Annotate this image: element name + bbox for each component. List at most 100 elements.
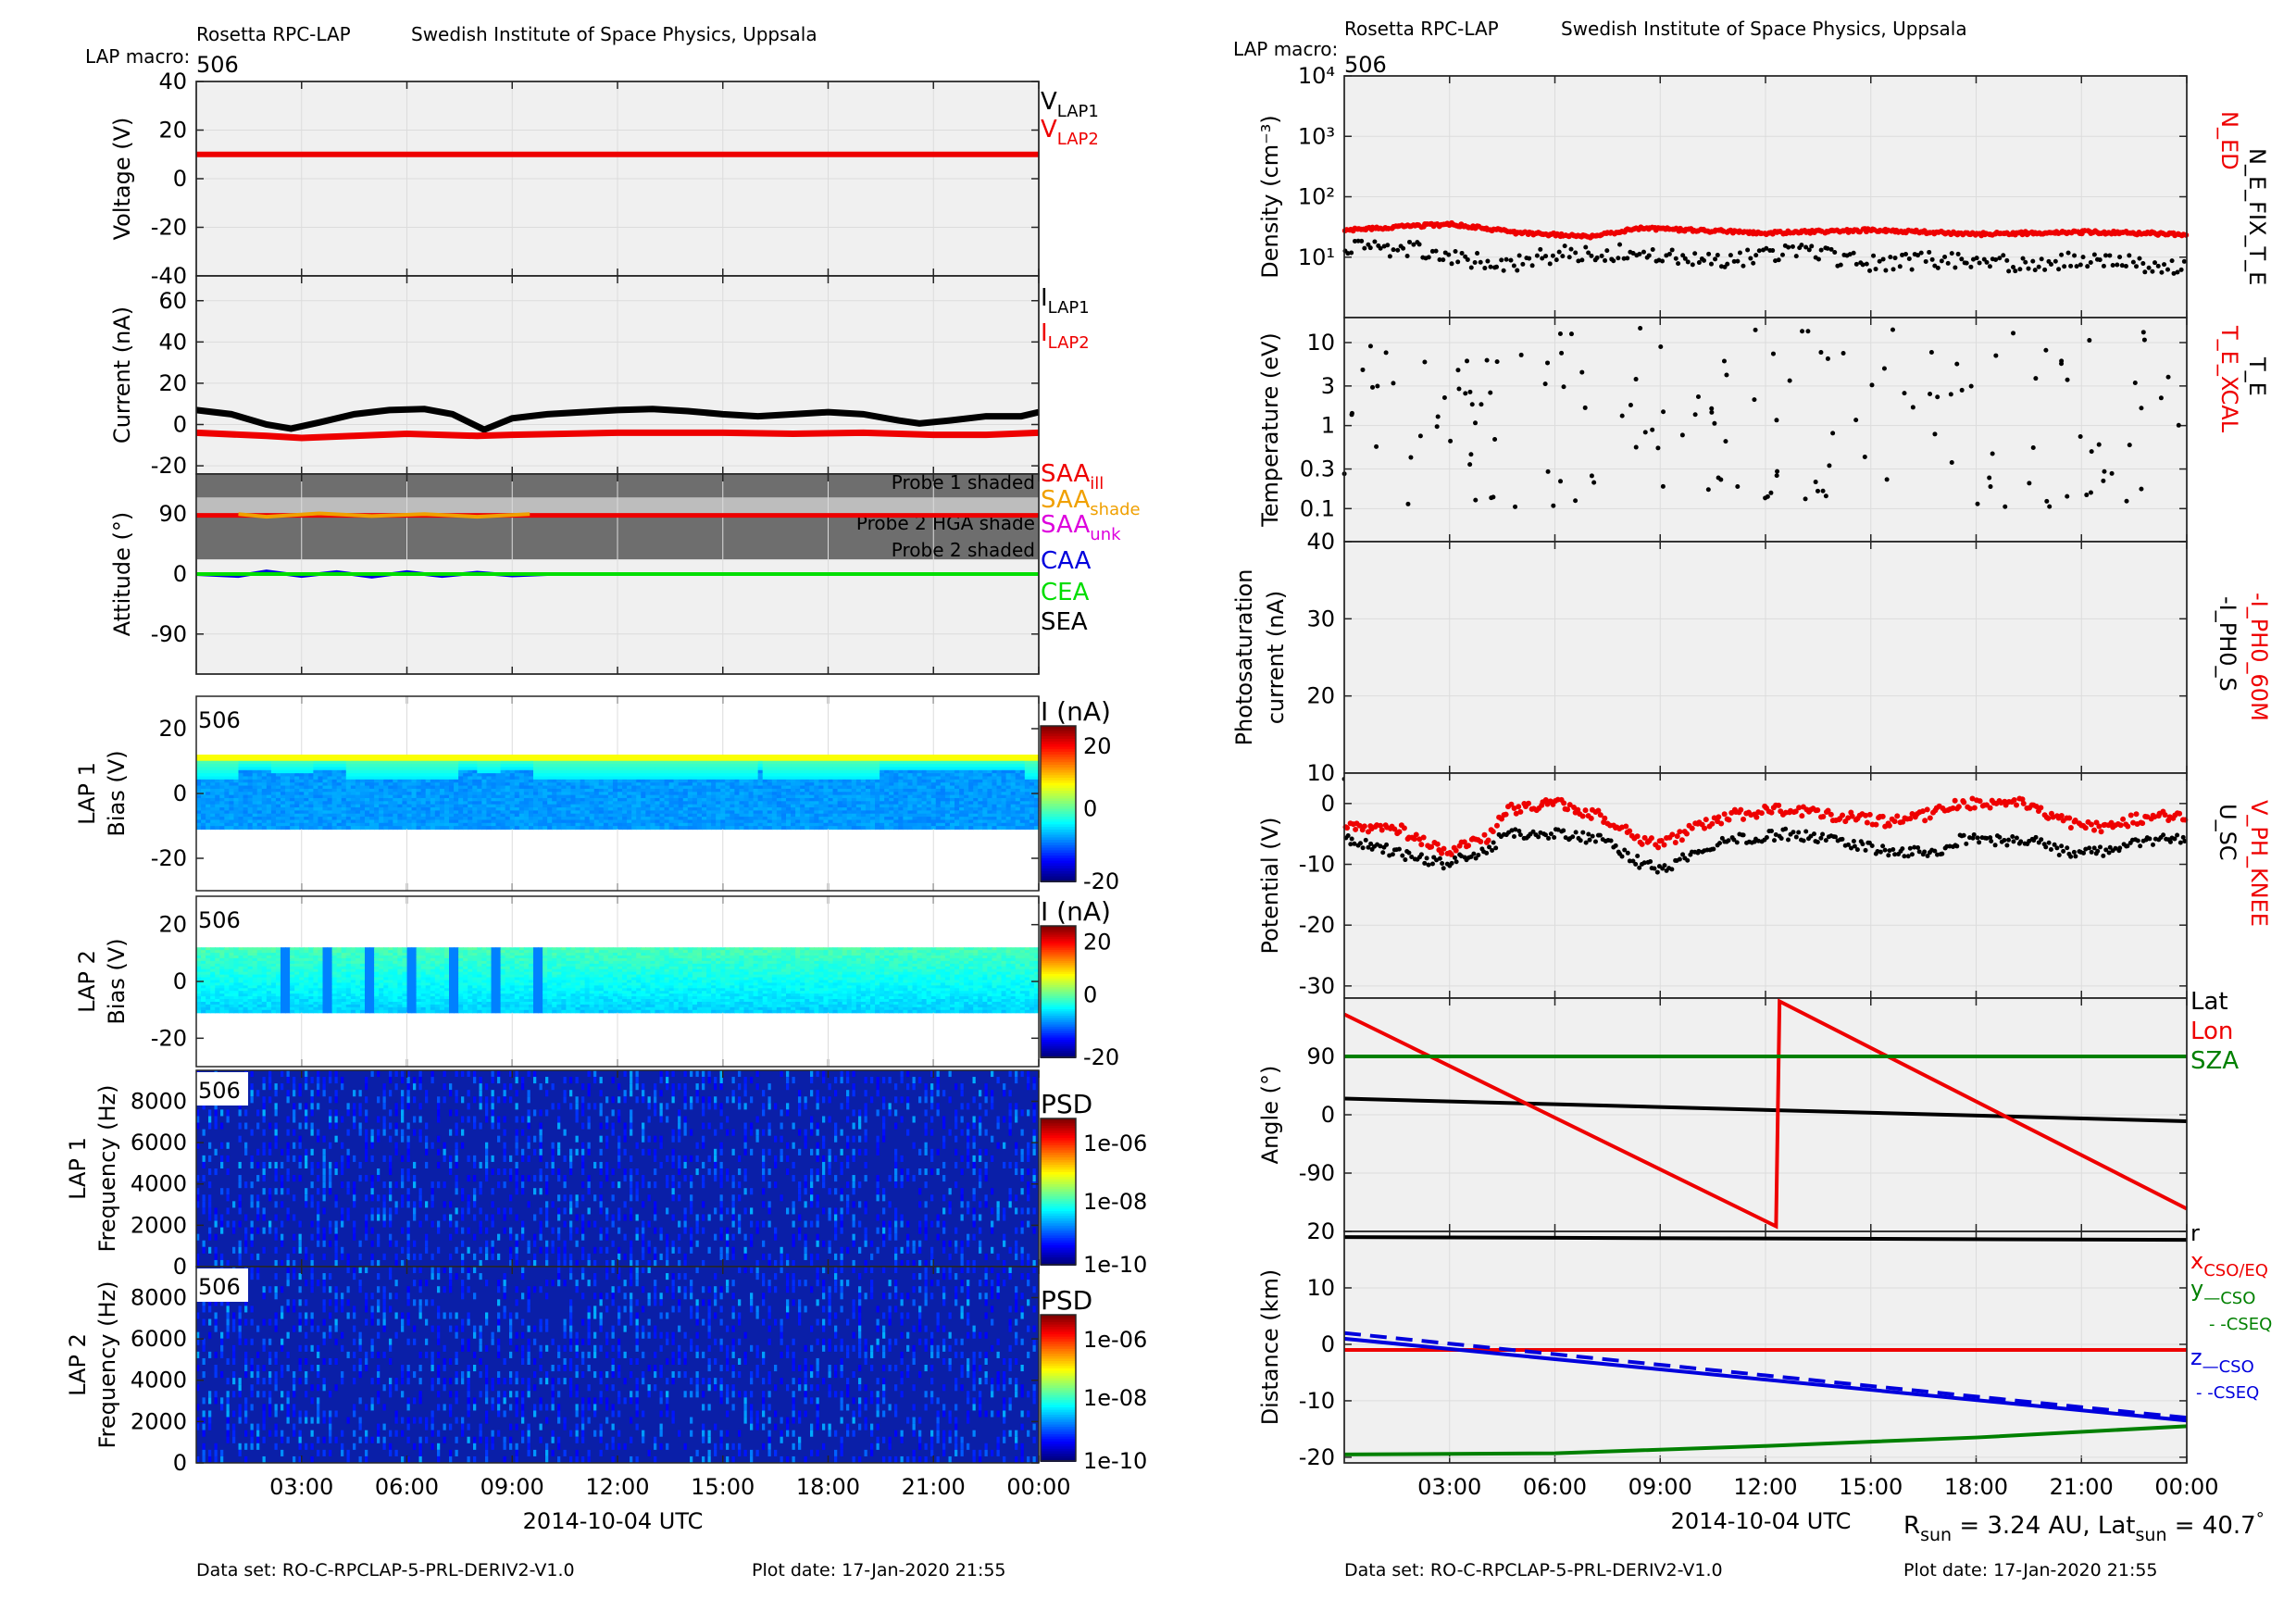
lap1_bias-cell [682, 807, 689, 811]
lap1_bias-cell [430, 760, 436, 765]
lap1_bias-cell [439, 767, 445, 771]
lap1_bias-cell [720, 769, 726, 774]
lap1_bias-cell [725, 760, 730, 765]
lap1_bias-cell [491, 822, 497, 827]
lap1_bias-cell [397, 822, 404, 827]
lap1_bias-cell [458, 792, 464, 796]
lap1_bias-cell [196, 807, 202, 811]
lap1_bias-cell [823, 773, 830, 778]
lap1_bias-cell [926, 773, 932, 778]
lap1_bias-cell [285, 788, 291, 793]
lap1_bias-cell [561, 773, 567, 778]
lap1_bias-cell [331, 757, 338, 762]
lap1_bias-cell [659, 801, 666, 806]
lap1_bias-cell [472, 810, 478, 815]
lap1_bias-cell [468, 804, 473, 808]
lap1_bias-cell [233, 785, 240, 790]
lap1_bias-cell [336, 779, 343, 783]
lap1_bias-cell [964, 773, 969, 778]
lap1_bias-cell [622, 813, 628, 818]
lap1_bias-cell [495, 788, 502, 793]
lap1_bias-cell [552, 773, 557, 778]
lap1_bias-cell [618, 782, 623, 787]
lap1_bias-cell [828, 819, 834, 824]
lap1_bias-cell [365, 769, 370, 774]
lap1_bias-cell [949, 826, 955, 831]
lap1_bias-cell [692, 792, 698, 796]
lap1_bias-cell [767, 767, 773, 771]
lap1_bias-cell [903, 760, 909, 765]
lap1_bias-cell [584, 804, 591, 808]
lap1_bias-cell [692, 804, 698, 808]
lap1_bias-cell [458, 807, 464, 811]
lap1_bias-cell [757, 785, 764, 790]
lap1_bias-cell [860, 773, 867, 778]
lap1_bias-cell [716, 757, 721, 762]
lap1_bias-cell [607, 769, 614, 774]
lap1_bias-cell [458, 813, 464, 818]
lap1_bias-cell [458, 819, 464, 824]
lap1_bias-cell [523, 764, 530, 768]
lap1_bias-cell [926, 822, 932, 827]
lap1_bias-cell [842, 801, 848, 806]
lap1_bias-cell [898, 822, 904, 827]
lap1_bias-cell [795, 819, 801, 824]
lap1_bias-cell [449, 794, 455, 799]
lap1_bias-cell [673, 822, 680, 827]
lap1_bias-cell [430, 797, 436, 802]
lap1_bias-cell [930, 760, 937, 765]
lap1_bias-cell [786, 817, 792, 821]
lap1_bias-cell [818, 819, 825, 824]
lap1_bias-cell [411, 764, 418, 768]
lap1_bias-cell [229, 782, 235, 787]
lap1_bias-cell [219, 776, 225, 781]
lap1_bias-cell [523, 813, 530, 818]
lap1_bias-cell [912, 822, 918, 827]
lap1_bias-cell [884, 776, 890, 781]
lap1_bias-cell [318, 776, 324, 781]
lap1_bias-cell [229, 819, 235, 824]
lap1_bias-cell [725, 782, 730, 787]
lap1_bias-cell [940, 826, 946, 831]
lap1_bias-cell [359, 764, 366, 768]
lap1_bias-cell [341, 767, 347, 771]
lap1_bias-cell [463, 792, 468, 796]
lap1_bias-cell [809, 804, 815, 808]
lap1_bias-cell [252, 767, 258, 771]
lap1_bias-cell [982, 826, 988, 831]
lap1_bias-cell [589, 810, 595, 815]
lap1_bias-cell [406, 785, 413, 790]
lap1_bias-cell [308, 782, 314, 787]
lap1_bias-cell [805, 757, 810, 762]
lap1_bias-cell [795, 757, 801, 762]
lap1_bias-cell [875, 767, 880, 771]
lap1_bias-cell [374, 764, 380, 768]
lap1_bias-cell [720, 797, 726, 802]
voltage-ytick-label: 40 [158, 69, 187, 94]
lap1_bias-cell [374, 794, 380, 799]
lap1_bias-cell [673, 788, 680, 793]
lap1_bias-cell [430, 785, 436, 790]
lap1_bias-cell [247, 773, 254, 778]
lap1_bias-cell [224, 788, 230, 793]
lap1_bias-cell [369, 822, 375, 827]
lap1_bias-cell [575, 801, 581, 806]
lap1_bias-cell [270, 807, 277, 811]
lap1_bias-cell [468, 801, 473, 806]
lap1_bias-cell [959, 817, 965, 821]
lap1_bias-cell [926, 785, 932, 790]
lap1_bias-cell [659, 822, 666, 827]
lap1_bias-cell [359, 779, 366, 783]
lap1_bias-cell [912, 760, 918, 765]
header-right-macro: 506 [1344, 52, 1387, 78]
lap1_bias-cell [875, 769, 880, 774]
lap1_bias-cell [631, 760, 637, 765]
lap1_bias-cell [439, 760, 445, 765]
lap1_bias-cell [893, 801, 899, 806]
lap1_bias-cell [294, 801, 300, 806]
lap1_bias-cell [631, 826, 637, 831]
lap1_bias-cell [449, 817, 455, 821]
lap1_bias-cell [463, 807, 468, 811]
lap1_bias-cell [238, 813, 244, 818]
lap1_bias-cell [748, 773, 755, 778]
